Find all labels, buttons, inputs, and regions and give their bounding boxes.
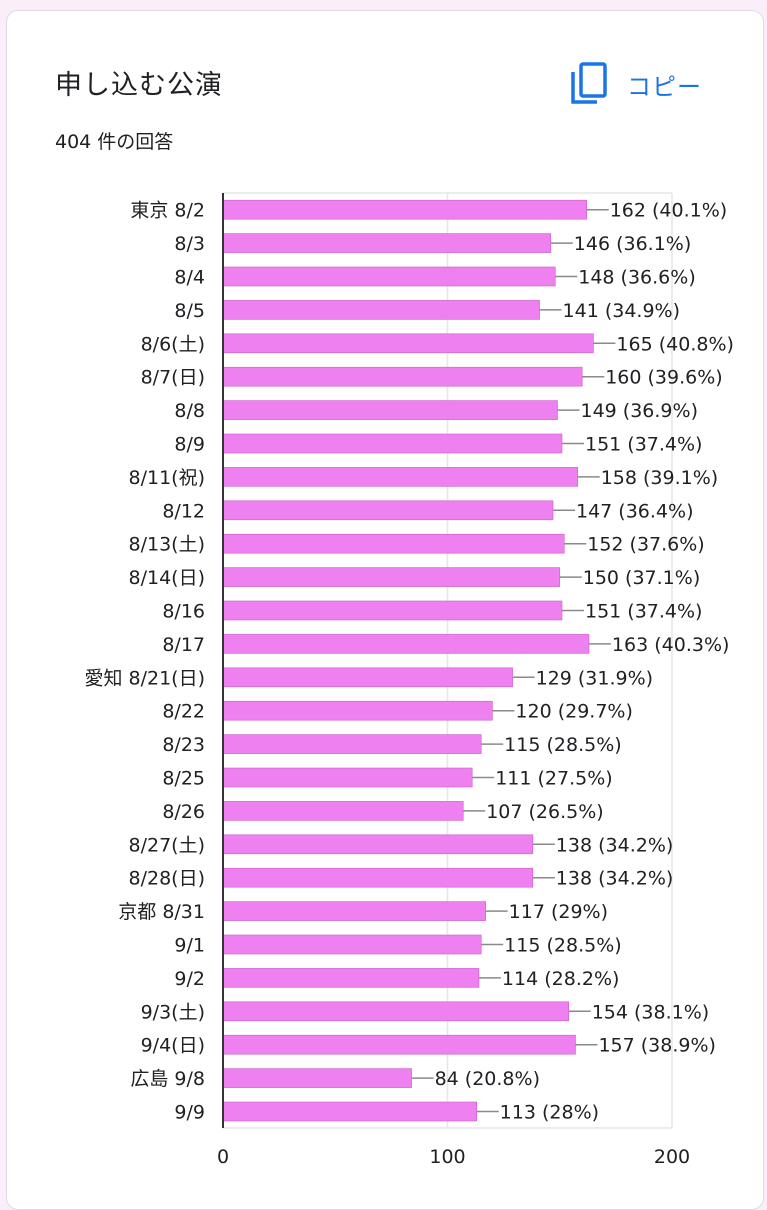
bar xyxy=(222,300,540,320)
data-label: 165 (40.8%) xyxy=(616,333,734,355)
data-label: 154 (38.1%) xyxy=(592,1001,710,1023)
bar xyxy=(222,934,482,955)
category-label: 8/11(祝) xyxy=(129,467,206,489)
data-label: 151 (37.4%) xyxy=(585,434,703,456)
data-label: 138 (34.2%) xyxy=(556,834,674,856)
data-label: 150 (37.1%) xyxy=(583,567,701,589)
bar xyxy=(222,233,552,253)
bar xyxy=(222,467,579,487)
category-label: 愛知 8/21(日) xyxy=(84,667,205,689)
x-tick-label: 200 xyxy=(654,1146,690,1168)
category-label: 8/6(土) xyxy=(141,333,205,355)
bar xyxy=(222,1068,412,1088)
category-label: 8/16 xyxy=(162,601,205,623)
copy-label: コピー xyxy=(627,72,702,101)
bar xyxy=(222,1101,477,1122)
question-title: 申し込む公演 xyxy=(55,70,223,101)
category-label: 8/13(土) xyxy=(129,534,206,556)
bar xyxy=(222,634,590,654)
bar xyxy=(222,333,594,354)
category-label: 9/9 xyxy=(174,1102,205,1124)
category-label: 9/3(土) xyxy=(141,1001,205,1023)
bar xyxy=(222,1034,576,1055)
bar xyxy=(222,867,534,888)
data-label: 149 (36.9%) xyxy=(581,400,699,422)
category-label: 8/7(日) xyxy=(141,367,205,389)
category-label: 8/12 xyxy=(162,500,205,522)
category-label: 8/23 xyxy=(162,734,205,756)
data-label: 141 (34.9%) xyxy=(563,300,681,322)
category-label: 8/26 xyxy=(162,801,205,823)
bar xyxy=(222,366,583,387)
bar xyxy=(222,767,473,788)
bar xyxy=(222,968,480,988)
data-label: 157 (38.9%) xyxy=(598,1035,716,1057)
category-label: 8/8 xyxy=(174,400,205,422)
data-label: 138 (34.2%) xyxy=(556,868,674,890)
data-label: 152 (37.6%) xyxy=(587,534,705,556)
category-label: 東京 8/2 xyxy=(130,200,205,222)
bar xyxy=(222,901,486,921)
category-label: 8/25 xyxy=(162,768,205,790)
data-label: 115 (28.5%) xyxy=(504,734,622,756)
data-label: 148 (36.6%) xyxy=(578,267,696,289)
bar xyxy=(222,600,563,621)
data-label: 120 (29.7%) xyxy=(515,701,633,723)
category-label: 8/28(日) xyxy=(129,868,206,890)
bar xyxy=(222,734,482,754)
category-label: 8/3 xyxy=(174,233,205,255)
data-label: 115 (28.5%) xyxy=(504,935,622,957)
bar xyxy=(222,433,563,454)
category-label: 9/4(日) xyxy=(141,1035,205,1057)
bar xyxy=(222,567,561,587)
category-label: 8/17 xyxy=(162,634,205,656)
bar xyxy=(222,199,587,220)
copy-icon xyxy=(571,62,607,104)
data-label: 111 (27.5%) xyxy=(495,768,613,790)
x-tick-label: 0 xyxy=(217,1146,229,1168)
category-label: 9/2 xyxy=(174,968,205,990)
data-label: 160 (39.6%) xyxy=(605,367,723,389)
bar xyxy=(222,400,558,420)
bar xyxy=(222,533,565,554)
response-count: 404 件の回答 xyxy=(55,131,174,153)
data-label: 117 (29%) xyxy=(509,901,608,923)
bar xyxy=(222,266,556,287)
bar xyxy=(222,801,464,821)
data-label: 107 (26.5%) xyxy=(486,801,603,823)
copy-chart-button[interactable]: コピー xyxy=(569,61,729,107)
data-label: 146 (36.1%) xyxy=(574,233,692,255)
data-label: 147 (36.4%) xyxy=(576,500,694,522)
x-tick-label: 100 xyxy=(429,1146,465,1168)
data-label: 163 (40.3%) xyxy=(612,634,730,656)
bar xyxy=(222,700,493,721)
category-label: 9/1 xyxy=(174,935,205,957)
bar xyxy=(222,1001,570,1022)
category-label: 広島 9/8 xyxy=(130,1068,205,1090)
data-label: 114 (28.2%) xyxy=(502,968,620,990)
data-label: 158 (39.1%) xyxy=(601,467,719,489)
category-label: 8/4 xyxy=(174,267,205,289)
bar xyxy=(222,667,513,688)
data-label: 113 (28%) xyxy=(500,1102,599,1124)
data-label: 129 (31.9%) xyxy=(536,667,654,689)
data-label: 151 (37.4%) xyxy=(585,601,703,623)
bar xyxy=(222,500,554,521)
bar xyxy=(222,834,534,855)
category-label: 8/14(日) xyxy=(129,567,206,589)
category-label: 京都 8/31 xyxy=(118,901,205,923)
data-label: 84 (20.8%) xyxy=(435,1068,540,1090)
category-label: 8/22 xyxy=(162,701,205,723)
category-label: 8/9 xyxy=(174,434,205,456)
category-label: 8/27(土) xyxy=(129,834,206,856)
category-label: 8/5 xyxy=(174,300,205,322)
data-label: 162 (40.1%) xyxy=(610,200,728,222)
